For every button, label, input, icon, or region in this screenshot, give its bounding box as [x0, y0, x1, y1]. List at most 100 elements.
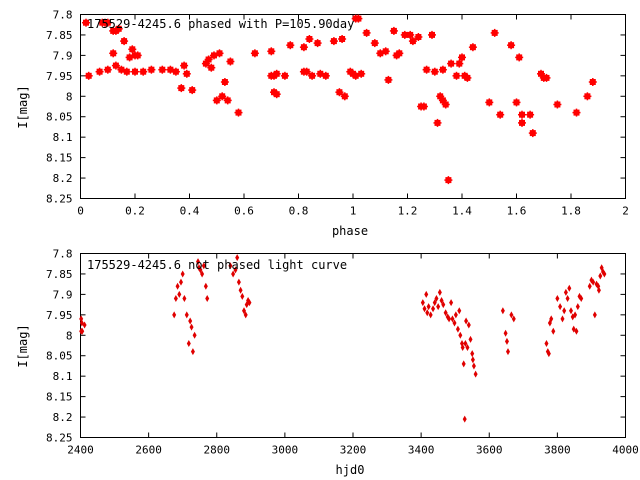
data-point	[218, 92, 227, 101]
phased-plot-ticks: 0 0.2 0.4 0.6 0.8 1 1.2 1.4 1.6 1.8 2 7.8 7.85 7.9 7.9…	[46, 9, 629, 218]
unphased-plot-frame	[80, 253, 626, 438]
data-point	[441, 301, 446, 309]
data-point	[200, 270, 205, 278]
data-point	[204, 55, 213, 64]
data-point	[447, 315, 452, 323]
data-point	[450, 315, 455, 323]
unphased-plot: 2400 2600 2800 3000 3200 3400 3600 3800 4000 7.8 7…	[16, 248, 639, 478]
data-point	[468, 43, 477, 52]
data-point	[464, 317, 469, 325]
phased-plot-frame	[80, 14, 626, 199]
data-point	[596, 286, 601, 294]
data-point	[340, 92, 349, 101]
phased-ytick-label: 8	[66, 90, 73, 103]
data-point	[228, 262, 233, 270]
data-point	[171, 67, 180, 76]
data-point	[203, 282, 208, 290]
data-point	[172, 311, 177, 319]
data-point	[243, 311, 248, 319]
data-point	[133, 51, 142, 60]
data-point	[192, 331, 197, 339]
data-point	[551, 327, 556, 335]
data-point	[272, 69, 281, 78]
data-point	[242, 307, 246, 315]
data-point	[201, 262, 206, 270]
data-point	[384, 75, 393, 84]
data-point	[247, 299, 252, 307]
data-point	[362, 28, 371, 37]
unphased-ytick-label: 8.25	[46, 432, 73, 445]
data-point	[496, 110, 505, 119]
data-point	[588, 78, 597, 86]
data-point	[434, 294, 439, 302]
data-point	[406, 30, 415, 39]
phased-xtick-label: 1.2	[398, 205, 418, 218]
data-point	[443, 309, 448, 317]
phased-xtick-label: 1.6	[507, 205, 527, 218]
data-point	[437, 288, 442, 296]
unphased-plot-points	[79, 254, 607, 423]
unphased-ytick-label: 8.15	[46, 391, 73, 404]
data-point	[424, 290, 429, 298]
data-point	[449, 299, 454, 307]
data-point	[553, 100, 562, 109]
data-point	[591, 278, 596, 286]
phased-xtick-label: 2	[622, 205, 629, 218]
data-point	[308, 71, 317, 80]
unphased-ytick-label: 7.95	[46, 309, 73, 322]
data-point	[95, 67, 104, 76]
data-point	[180, 61, 189, 70]
data-point	[114, 24, 123, 33]
unphased-plot-ticks: 2400 2600 2800 3000 3200 3400 3600 3800 4000 7.8 7…	[46, 248, 639, 457]
data-point	[463, 73, 472, 82]
phased-plot-xlabel: phase	[332, 224, 368, 238]
data-point	[272, 90, 281, 99]
data-point	[425, 309, 430, 317]
data-point	[468, 335, 473, 343]
data-point	[563, 288, 568, 296]
data-point	[470, 350, 475, 358]
data-point	[420, 299, 425, 307]
data-point	[207, 63, 216, 72]
unphased-ytick-label: 7.85	[46, 268, 73, 281]
data-point	[188, 317, 193, 325]
data-point	[511, 315, 516, 323]
unphased-ytick-label: 8.1	[53, 370, 73, 383]
data-point	[555, 294, 560, 302]
phased-ytick-label: 7.95	[46, 70, 73, 83]
phased-xtick-label: 0.6	[234, 205, 254, 218]
data-point	[250, 49, 259, 58]
unphased-ytick-label: 8.2	[53, 411, 73, 424]
data-point	[562, 307, 567, 315]
data-point	[82, 321, 87, 329]
data-point	[111, 61, 120, 70]
data-point	[238, 286, 243, 294]
data-point	[428, 311, 433, 319]
data-point	[313, 39, 322, 48]
data-point	[122, 67, 131, 76]
data-point	[490, 28, 499, 37]
data-point	[299, 43, 308, 52]
data-point	[565, 294, 570, 302]
phased-ytick-label: 7.9	[53, 49, 73, 62]
data-point	[173, 294, 178, 302]
data-point	[441, 100, 450, 109]
data-point	[433, 118, 442, 127]
data-point	[428, 30, 436, 39]
data-point	[419, 102, 428, 111]
data-point	[205, 294, 210, 302]
data-point	[389, 26, 398, 35]
phased-ytick-label: 8.1	[53, 131, 73, 144]
phased-xtick-label: 0.4	[180, 205, 200, 218]
data-point	[500, 307, 505, 315]
unphased-xtick-label: 3600	[476, 444, 503, 457]
data-point	[177, 290, 182, 298]
data-point	[463, 339, 468, 347]
data-point	[544, 339, 549, 347]
data-point	[84, 71, 93, 80]
data-point	[430, 67, 439, 76]
data-point	[190, 348, 195, 356]
data-point	[572, 108, 581, 117]
data-point	[455, 59, 464, 68]
data-point	[505, 348, 510, 356]
